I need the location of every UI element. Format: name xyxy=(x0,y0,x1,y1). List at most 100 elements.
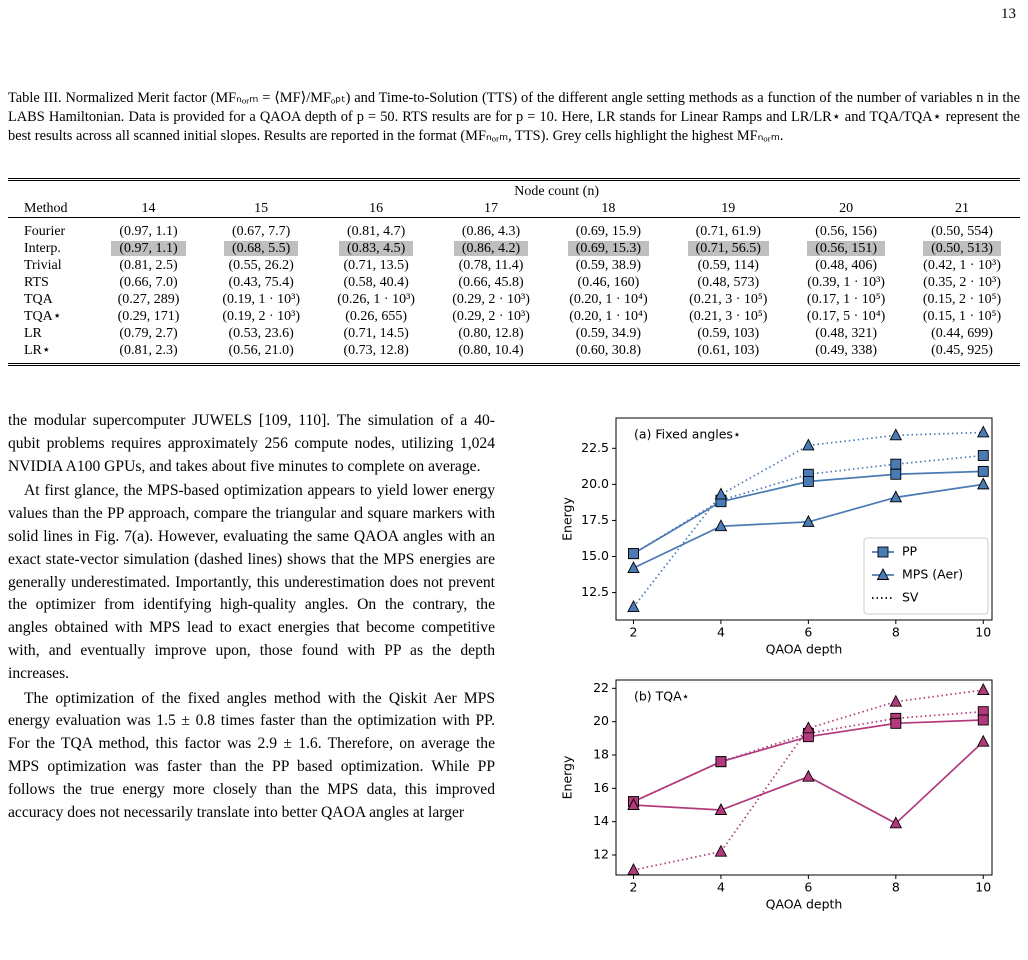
table-row: Node count (n) xyxy=(8,178,1020,200)
table-cell: (0.58, 40.4) xyxy=(343,275,409,290)
triangle-marker xyxy=(627,863,640,875)
highlighted-value: (0.69, 15.3) xyxy=(567,241,650,256)
triangle-marker xyxy=(714,844,728,857)
legend-label: PP xyxy=(902,544,918,559)
table-cell: Trivial xyxy=(24,258,62,273)
table-cell: (0.71, 14.5) xyxy=(343,326,409,341)
series-line xyxy=(633,741,984,825)
body-text: the modular supercomputer JUWELS [109, 1… xyxy=(8,410,495,824)
triangle-marker xyxy=(714,519,728,532)
triangle-marker xyxy=(627,561,640,574)
highlighted-value: (0.83, 4.5) xyxy=(338,241,414,256)
table-cell: (0.97, 1.1) xyxy=(93,240,203,257)
table-cell: (0.50, 513) xyxy=(904,240,1020,257)
table-caption: Table III. Normalized Merit factor (MFₙₒ… xyxy=(8,90,1020,144)
table-cell: (0.71, 56.5) xyxy=(668,240,788,257)
table-cell: (0.55, 26.2) xyxy=(228,258,294,273)
header-cell: 16 xyxy=(318,200,434,218)
header-cell: 19 xyxy=(668,200,789,218)
table-cell: (0.56, 151) xyxy=(788,240,904,257)
paragraph: The optimization of the fixed angles met… xyxy=(8,689,495,821)
plot-frame xyxy=(615,679,993,876)
x-tick-label: 8 xyxy=(892,625,900,640)
table-cell: (0.56, 21.0) xyxy=(203,342,319,366)
figure: 2 4 6 8 10 12.5 15.0 17.5 20.0 22.5 QAOA depth Ener… xyxy=(560,417,993,912)
square-marker xyxy=(628,548,639,560)
y-tick-label: 20.0 xyxy=(581,476,609,491)
table-cell: (0.69, 15.3) xyxy=(549,240,669,257)
paragraph: At first glance, the MPS-based optimizat… xyxy=(8,482,495,682)
table-cell: (0.97, 1.1) xyxy=(119,224,178,239)
table-cell: (0.42, 1 · 10³) xyxy=(923,258,1001,273)
table-cell: (0.48, 573) xyxy=(697,275,760,290)
table-cell: (0.69, 15.9) xyxy=(575,224,642,239)
y-tick-label: 22.5 xyxy=(581,440,609,455)
highlighted-value: (0.56, 151) xyxy=(807,241,886,256)
table-cell: (0.59, 34.9) xyxy=(575,326,642,341)
x-tick-label: 6 xyxy=(804,880,812,895)
square-marker xyxy=(877,546,889,558)
table-cell: (0.46, 160) xyxy=(577,275,640,290)
y-tick-label: 15.0 xyxy=(581,548,609,563)
table-row: TQA (0.27, 289) (0.19, 1 · 10³) (0.26, 1 · … xyxy=(8,291,1020,308)
table-cell: (0.45, 925) xyxy=(904,342,1020,366)
table-cell: (0.78, 11.4) xyxy=(458,258,524,273)
table-cell: (0.15, 1 · 10⁵) xyxy=(922,309,1002,324)
table-cell: (0.86, 4.3) xyxy=(461,224,521,239)
table-cell: (0.39, 1 · 10³) xyxy=(807,275,885,290)
table-cell: (0.81, 4.7) xyxy=(346,224,406,239)
table-cell: (0.79, 2.7) xyxy=(119,326,178,341)
table-cell: (0.29, 171) xyxy=(117,309,180,324)
y-tick-label: 20 xyxy=(593,713,609,728)
table-row: Interp. (0.97, 1.1) (0.68, 5.5) (0.83, 4.5)… xyxy=(8,240,1020,257)
table-cell: (0.15, 2 · 10⁵) xyxy=(922,292,1002,307)
y-axis-label: Energy xyxy=(560,755,575,799)
x-tick-label: 2 xyxy=(630,625,638,640)
table-cell: LR xyxy=(24,326,42,341)
x-tick-label: 10 xyxy=(975,880,991,895)
table-cell: (0.50, 554) xyxy=(931,224,993,239)
table-row: LR (0.79, 2.7) (0.53, 23.6) (0.71, 14.5) (0.… xyxy=(8,325,1020,342)
table-cell: (0.61, 103) xyxy=(668,342,789,366)
table-cell: (0.27, 289) xyxy=(117,292,180,307)
x-tick-label: 4 xyxy=(717,880,725,895)
table-cell: (0.26, 655) xyxy=(345,309,408,324)
table-cell: (0.44, 699) xyxy=(931,326,993,341)
table-cell: (0.26, 1 · 10³) xyxy=(337,292,415,307)
table-cell: TQA⋆ xyxy=(24,309,62,324)
triangle-marker xyxy=(889,428,903,441)
table-cell: (0.29, 2 · 10³) xyxy=(452,309,530,324)
table-cell: Interp. xyxy=(24,241,61,256)
table-cell: (0.81, 2.5) xyxy=(119,258,178,273)
table-row: LR⋆ (0.81, 2.3) (0.56, 21.0) (0.73, 12.8) (0… xyxy=(8,342,1020,366)
chart-title: (b) TQA⋆ xyxy=(634,689,690,704)
header-cell: 21 xyxy=(904,200,1020,218)
table-cell: (0.66, 7.0) xyxy=(119,275,178,290)
triangle-marker xyxy=(889,816,903,829)
table-row: Trivial (0.81, 2.5) (0.55, 26.2) (0.71, 13.… xyxy=(8,257,1020,274)
table-cell: (0.60, 30.8) xyxy=(548,342,669,366)
table-cell: (0.59, 103) xyxy=(697,326,760,341)
triangle-marker xyxy=(627,600,640,612)
triangle-marker xyxy=(977,425,990,438)
table-cell: (0.67, 7.7) xyxy=(232,224,291,239)
table-cell: (0.19, 1 · 10³) xyxy=(222,292,301,307)
plot-frame xyxy=(615,417,993,621)
table-cell: (0.80, 12.8) xyxy=(458,326,524,341)
table-cell: (0.17, 1 · 10⁵) xyxy=(806,292,886,307)
y-tick-label: 14 xyxy=(593,813,609,828)
table-cell: Fourier xyxy=(24,224,66,239)
chart-title: (a) Fixed angles⋆ xyxy=(634,427,741,442)
square-marker xyxy=(890,468,902,480)
spacer xyxy=(8,178,94,200)
table-cell: (0.73, 12.8) xyxy=(318,342,434,366)
table-cell: (0.49, 338) xyxy=(788,342,905,366)
x-tick-label: 10 xyxy=(975,625,991,640)
table-cell: (0.59, 114) xyxy=(697,258,759,273)
highlighted-value: (0.50, 513) xyxy=(923,241,1001,256)
table-cell: (0.59, 38.9) xyxy=(575,258,642,273)
table-row: TQA⋆ (0.29, 171) (0.19, 2 · 10³) (0.26, 655… xyxy=(8,308,1020,325)
table-cell: (0.86, 4.2) xyxy=(434,240,549,257)
triangle-marker xyxy=(876,568,890,580)
legend-label: SV xyxy=(902,590,919,605)
